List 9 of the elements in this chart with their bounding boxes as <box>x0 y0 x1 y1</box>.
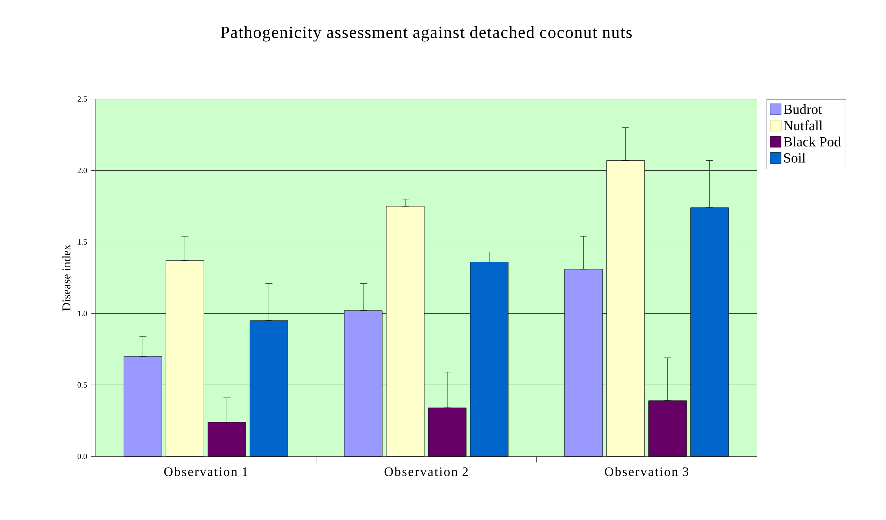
x-tick-label: Observation 2 <box>384 467 468 476</box>
legend-label: Nutfall <box>784 120 823 131</box>
chart-title: Pathogenicity assessment against detached coconut nuts <box>220 26 632 42</box>
legend-label: Soil <box>784 153 806 163</box>
legend-label: Black Pod <box>784 136 842 147</box>
x-tick-label: Observation 3 <box>605 467 689 476</box>
x-tick-label: Observation 1 <box>164 467 248 476</box>
legend-label: Budrot <box>784 104 822 114</box>
y-axis-title: Disease index <box>62 244 71 312</box>
